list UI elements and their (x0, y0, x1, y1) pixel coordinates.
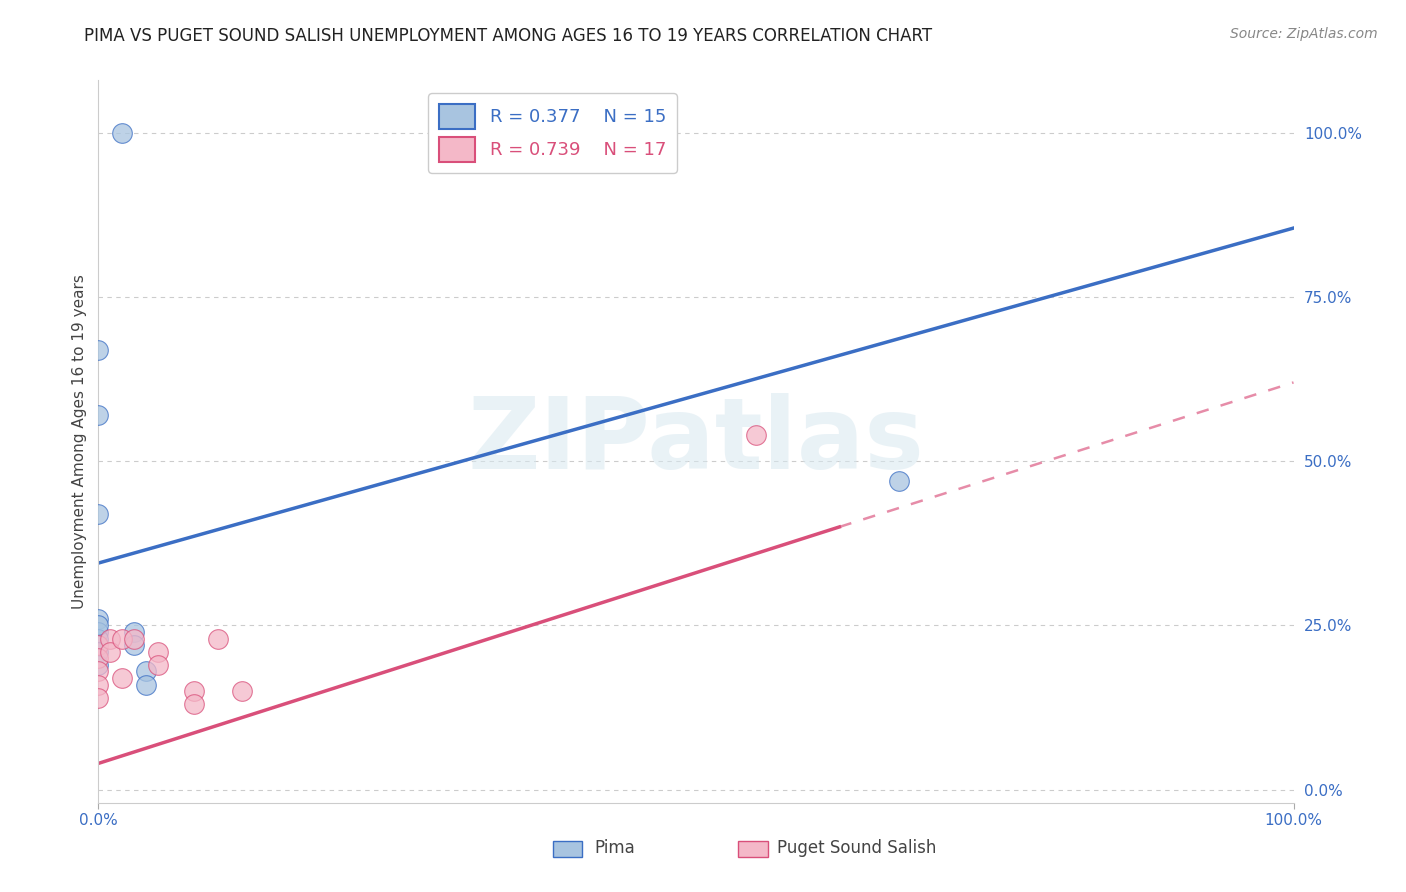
Point (87, 690, 110, 705)
Point (148, 657, 170, 672)
Legend: R = 0.377    N = 15, R = 0.739    N = 17: R = 0.377 N = 15, R = 0.739 N = 17 (429, 93, 676, 173)
Text: Puget Sound Salish: Puget Sound Salish (778, 839, 936, 857)
Text: PIMA VS PUGET SOUND SALISH UNEMPLOYMENT AMONG AGES 16 TO 19 YEARS CORRELATION CH: PIMA VS PUGET SOUND SALISH UNEMPLOYMENT … (84, 27, 932, 45)
Text: Pima: Pima (595, 839, 636, 857)
Point (124, 632, 146, 646)
Point (231, 684, 253, 698)
Point (148, 645, 170, 659)
FancyBboxPatch shape (738, 841, 768, 857)
Point (745, 428, 768, 442)
Point (87, 625, 110, 640)
Point (98, 645, 122, 659)
Point (135, 677, 157, 691)
Point (183, 684, 205, 698)
Point (87, 645, 110, 659)
FancyBboxPatch shape (553, 841, 582, 857)
Point (87, 612, 110, 626)
Point (87, 657, 110, 672)
Y-axis label: Unemployment Among Ages 16 to 19 years: Unemployment Among Ages 16 to 19 years (72, 274, 87, 609)
Point (87, 651, 110, 665)
Point (87, 618, 110, 632)
Point (124, 638, 146, 652)
Point (87, 677, 110, 691)
Point (87, 632, 110, 646)
Text: Source: ZipAtlas.com: Source: ZipAtlas.com (1230, 27, 1378, 41)
Point (98, 632, 122, 646)
Point (87, 665, 110, 679)
Point (207, 632, 229, 646)
Point (111, 632, 134, 646)
Point (111, 671, 134, 685)
Point (135, 665, 157, 679)
Point (87, 343, 110, 357)
Point (87, 638, 110, 652)
Point (124, 625, 146, 640)
Point (87, 409, 110, 423)
Point (889, 474, 911, 488)
Point (111, 126, 134, 140)
Point (183, 698, 205, 712)
Text: ZIPatlas: ZIPatlas (468, 393, 924, 490)
Point (87, 507, 110, 521)
